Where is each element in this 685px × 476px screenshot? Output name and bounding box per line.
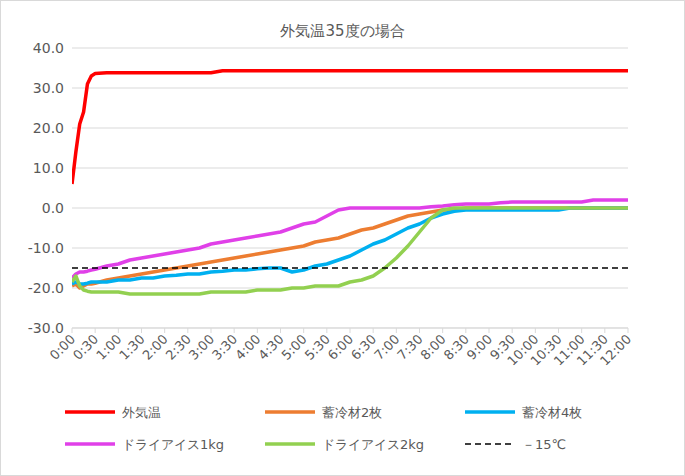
x-tick-label: 7:30	[394, 332, 425, 363]
x-tick-label: 4:30	[255, 332, 286, 363]
x-tick	[257, 328, 258, 333]
legend-swatch	[265, 410, 315, 414]
x-tick-label: 3:30	[209, 332, 240, 363]
legend-label: 蓄冷材2枚	[322, 405, 382, 420]
x-tick	[187, 328, 188, 333]
grid-line	[72, 48, 628, 49]
x-tick	[628, 328, 629, 333]
legend-swatch	[65, 442, 115, 446]
x-tick	[234, 328, 235, 333]
x-tick-label: 6:30	[348, 332, 379, 363]
x-tick-label: 0:30	[70, 332, 101, 363]
legend-swatch	[465, 443, 515, 445]
x-tick	[72, 328, 73, 333]
legend-item: ドライアイス1kg	[65, 437, 224, 452]
x-tick	[350, 328, 351, 333]
x-tick-label: 9:00	[464, 332, 495, 363]
x-tick	[118, 328, 119, 333]
x-tick	[164, 328, 165, 333]
x-tick	[95, 328, 96, 333]
legend-label: －15℃	[522, 437, 566, 452]
x-tick	[373, 328, 374, 333]
x-tick-label: 5:00	[279, 332, 310, 363]
x-tick-label: 0:00	[47, 332, 78, 363]
x-tick-label: 8:30	[441, 332, 472, 363]
legend-item: 蓄冷材4枚	[465, 405, 582, 420]
x-tick-label: 3:00	[186, 332, 217, 363]
grid-line	[72, 128, 628, 129]
x-tick	[419, 328, 420, 333]
x-tick-label: 6:00	[325, 332, 356, 363]
series-line	[72, 200, 628, 278]
x-tick-label: 2:00	[140, 332, 171, 363]
x-tick	[604, 328, 605, 333]
x-tick	[211, 328, 212, 333]
chart-frame	[1, 1, 685, 476]
x-tick	[535, 328, 536, 333]
y-tick-label: 30.0	[33, 80, 64, 96]
x-tick-label: 2:30	[163, 332, 194, 363]
x-tick-label: 12:00	[597, 332, 634, 369]
y-tick-label: -20.0	[28, 280, 64, 296]
x-tick	[396, 328, 397, 333]
x-tick-label: 7:00	[371, 332, 402, 363]
grid-line	[72, 288, 628, 289]
legend-item: 蓄冷材2枚	[265, 405, 382, 420]
grid-line	[72, 88, 628, 89]
plot-area	[72, 71, 628, 294]
title: 外気温35度の場合	[280, 22, 404, 40]
series-line	[72, 208, 628, 284]
x-tick	[581, 328, 582, 333]
x-tick	[512, 328, 513, 333]
x-tick	[326, 328, 327, 333]
x-tick	[465, 328, 466, 333]
grid-line	[72, 248, 628, 249]
legend-swatch	[265, 442, 315, 446]
x-tick	[303, 328, 304, 333]
legend-swatch	[465, 410, 515, 414]
x-tick-label: 5:30	[302, 332, 333, 363]
series-line	[72, 267, 628, 269]
legend-swatch	[65, 410, 115, 414]
x-tick	[489, 328, 490, 333]
series-line	[72, 71, 628, 184]
legend-item: 外気温	[65, 405, 161, 420]
x-tick	[442, 328, 443, 333]
legend-label: ドライアイス2kg	[322, 437, 424, 452]
x-tick-label: 1:30	[116, 332, 147, 363]
series-line	[72, 208, 628, 288]
legend-label: 蓄冷材4枚	[522, 405, 582, 420]
legend-label: ドライアイス1kg	[122, 437, 224, 452]
grid-line	[72, 168, 628, 169]
series-line	[72, 208, 628, 294]
x-tick-label: 8:00	[418, 332, 449, 363]
y-tick-label: 20.0	[33, 120, 64, 136]
legend-item: －15℃	[465, 437, 566, 452]
x-tick-label: 4:00	[232, 332, 263, 363]
y-tick-label: 40.0	[33, 40, 64, 56]
x-tick	[558, 328, 559, 333]
x-tick-label: 1:00	[93, 332, 124, 363]
legend-label: 外気温	[122, 405, 161, 420]
y-tick-label: 10.0	[33, 160, 64, 176]
y-tick-label: 0.0	[42, 200, 64, 216]
legend-item: ドライアイス2kg	[265, 437, 424, 452]
chart: 外気温35度の場合 -30.0 -20.0 -10.0 0.0 10.0 20.0 30.0 4…	[0, 0, 685, 476]
x-tick	[141, 328, 142, 333]
y-tick-label: -10.0	[28, 240, 64, 256]
x-tick	[280, 328, 281, 333]
y-tick-label: -30.0	[28, 320, 64, 336]
